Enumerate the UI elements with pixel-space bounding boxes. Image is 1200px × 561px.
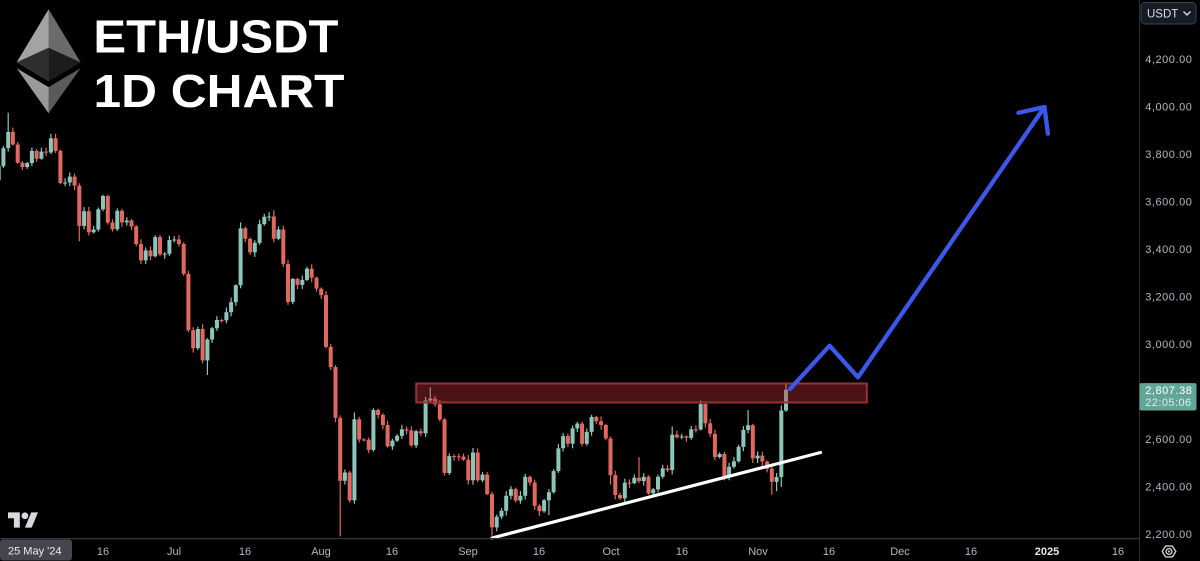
svg-text:25 May '24: 25 May '24: [8, 546, 61, 558]
svg-text:3,000.00: 3,000.00: [1145, 339, 1192, 351]
svg-text:16: 16: [239, 546, 251, 558]
svg-text:2,200.00: 2,200.00: [1145, 529, 1192, 541]
svg-text:ETH/USDT: ETH/USDT: [93, 11, 338, 63]
svg-text:16: 16: [676, 546, 688, 558]
svg-text:16: 16: [965, 546, 977, 558]
svg-text:16: 16: [823, 546, 835, 558]
svg-text:Aug: Aug: [311, 546, 331, 558]
svg-text:16: 16: [386, 546, 398, 558]
svg-text:2,400.00: 2,400.00: [1145, 482, 1192, 494]
svg-text:Oct: Oct: [602, 546, 619, 558]
svg-text:1D CHART: 1D CHART: [94, 65, 345, 117]
svg-text:2025: 2025: [1035, 546, 1059, 558]
svg-text:3,200.00: 3,200.00: [1145, 292, 1192, 304]
svg-text:16: 16: [533, 546, 545, 558]
svg-text:16: 16: [97, 546, 109, 558]
svg-text:4,000.00: 4,000.00: [1145, 102, 1192, 114]
svg-text:16: 16: [1112, 546, 1124, 558]
svg-text:3,400.00: 3,400.00: [1145, 244, 1192, 256]
svg-text:Nov: Nov: [748, 546, 768, 558]
svg-text:Dec: Dec: [890, 546, 910, 558]
svg-text:USDT: USDT: [1147, 9, 1178, 21]
svg-text:Sep: Sep: [458, 546, 478, 558]
svg-text:Jul: Jul: [167, 546, 181, 558]
svg-text:3,800.00: 3,800.00: [1145, 149, 1192, 161]
svg-text:22:05:06: 22:05:06: [1145, 397, 1191, 409]
svg-text:2,600.00: 2,600.00: [1145, 434, 1192, 446]
svg-text:2,807.38: 2,807.38: [1145, 385, 1192, 397]
svg-text:4,200.00: 4,200.00: [1145, 54, 1192, 66]
svg-text:3,600.00: 3,600.00: [1145, 197, 1192, 209]
